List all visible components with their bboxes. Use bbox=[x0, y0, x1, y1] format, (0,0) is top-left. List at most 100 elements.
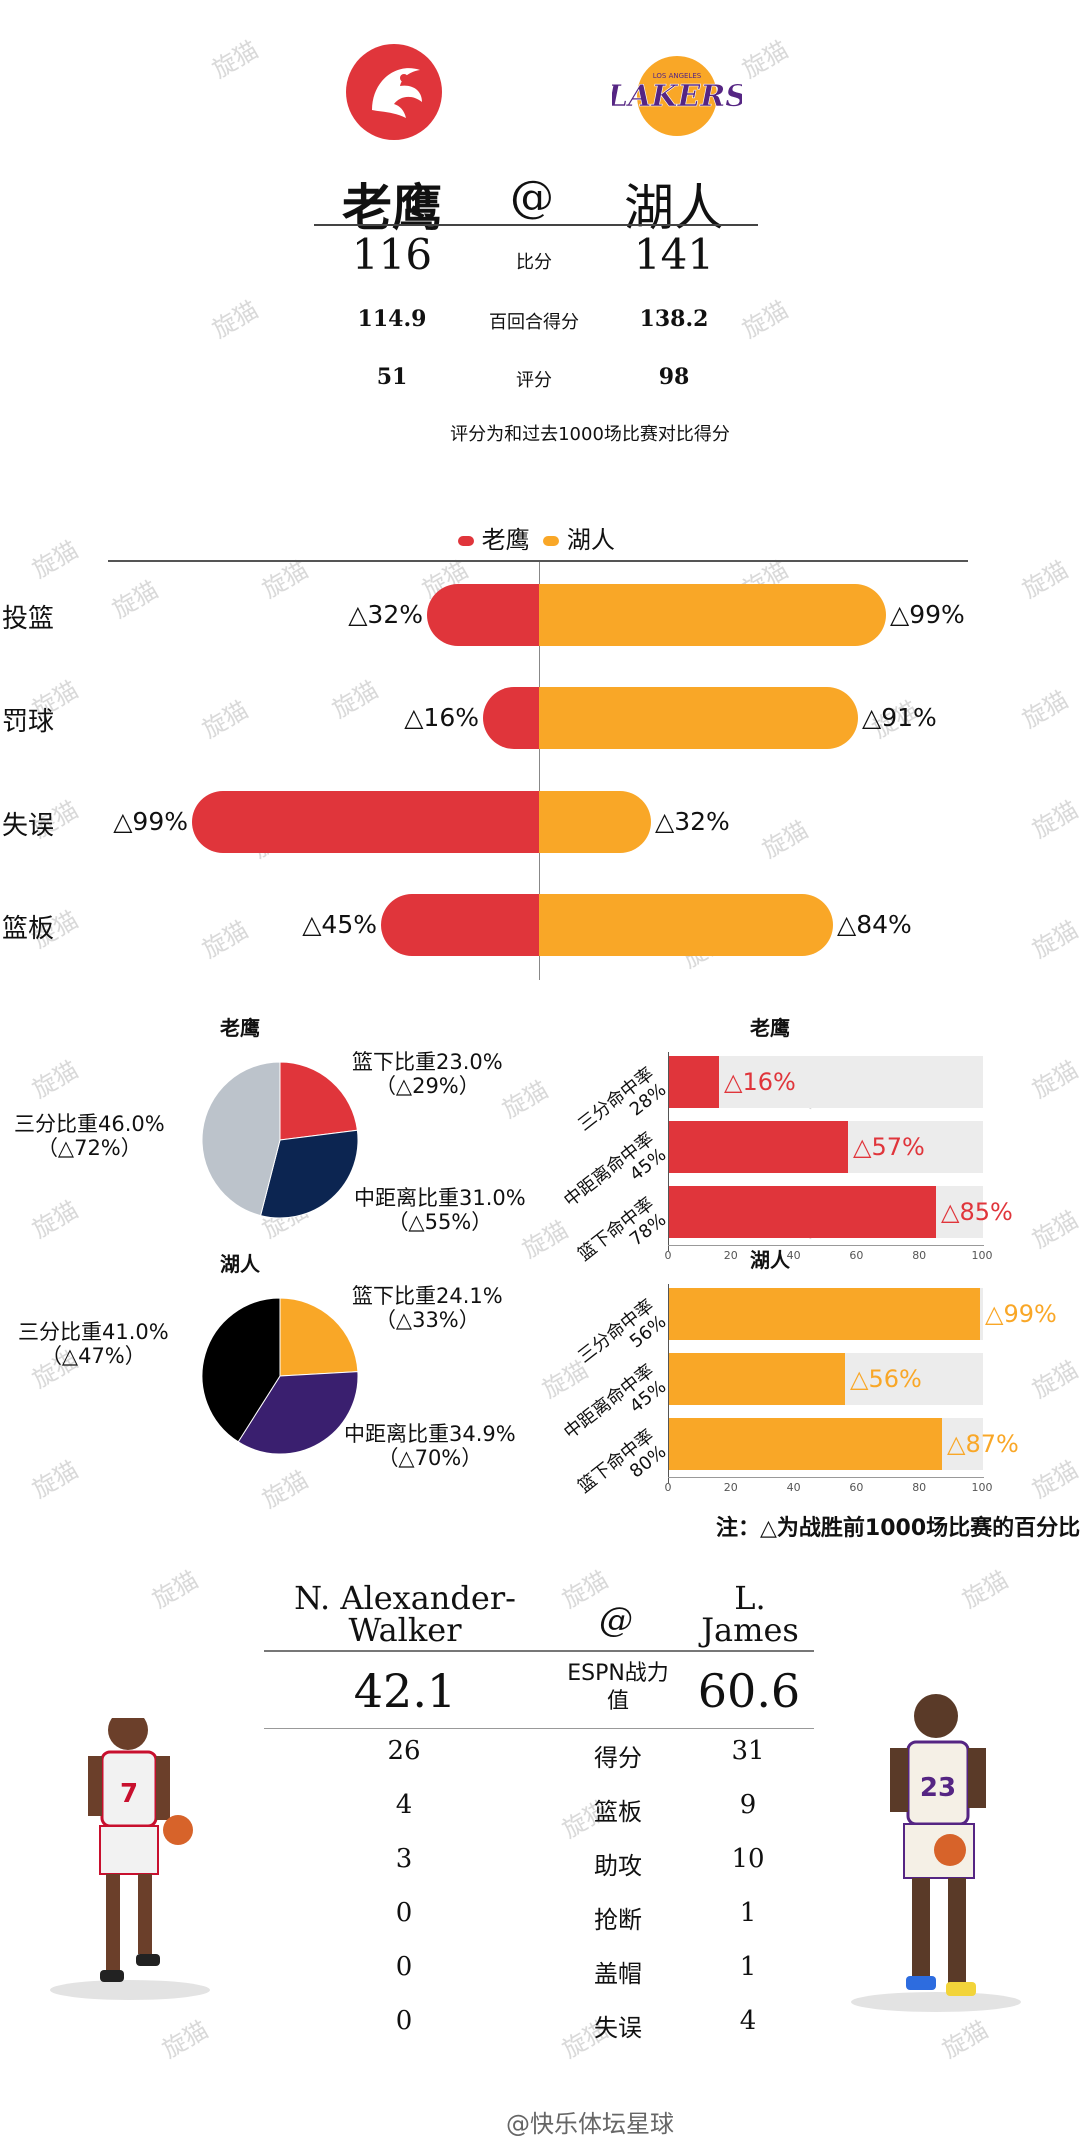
small-charts-note: 注：△为战胜前1000场比赛的百分比 bbox=[716, 1516, 1080, 1541]
lakers-logo: LAKERS LOS ANGELES bbox=[606, 48, 747, 144]
stat-label: 盖帽 bbox=[594, 1960, 642, 1988]
hbar-fill bbox=[669, 1288, 980, 1340]
hbar-fill bbox=[669, 1418, 942, 1470]
hbar-fill bbox=[669, 1121, 848, 1173]
watermark-text: 旋猫 bbox=[257, 1465, 314, 1514]
lakers-value-label: △91% bbox=[862, 703, 937, 732]
hbar-tick-label: 80 bbox=[912, 1249, 927, 1262]
pie-title: 老鹰 bbox=[220, 1016, 260, 1040]
hawks-logo bbox=[342, 40, 446, 144]
hawks-value-label: △99% bbox=[113, 807, 188, 836]
legend-swatch-lakers bbox=[543, 536, 560, 546]
left-player-stat: 4 bbox=[395, 1790, 413, 1820]
svg-text:23: 23 bbox=[920, 1773, 956, 1803]
right-player-stat: 9 bbox=[739, 1790, 757, 1820]
hbar-axis bbox=[668, 1284, 669, 1483]
left-player-stat: 0 bbox=[395, 1952, 413, 1982]
diverging-legend: 老鹰 湖人 bbox=[458, 520, 615, 555]
right-player-photo: 23 bbox=[826, 1680, 1026, 2020]
watermark-text: 旋猫 bbox=[107, 575, 164, 624]
score-left: 116 bbox=[351, 230, 433, 279]
watermark-text: 旋猫 bbox=[1027, 1055, 1080, 1104]
watermark-text: 旋猫 bbox=[757, 815, 814, 864]
hbar-tick-label: 80 bbox=[912, 1481, 927, 1494]
pie-slice-name: 中距离比重34.9% bbox=[344, 1422, 516, 1446]
pie-slice-label: 三分比重46.0% （△72%） bbox=[14, 1112, 165, 1160]
left-player-stat: 3 bbox=[395, 1844, 413, 1874]
hbar-tick-label: 20 bbox=[723, 1249, 738, 1262]
watermark-text: 旋猫 bbox=[27, 1055, 84, 1104]
player-divider-bottom bbox=[264, 1728, 814, 1729]
category-label: 失误 bbox=[2, 811, 55, 841]
hbar-title: 老鹰 bbox=[750, 1016, 790, 1040]
watermark-text: 旋猫 bbox=[1027, 1205, 1080, 1254]
pie-slice-percentile: （△70%） bbox=[377, 1446, 483, 1470]
right-player-stat: 10 bbox=[731, 1844, 765, 1874]
watermark-text: 旋猫 bbox=[27, 535, 84, 584]
rating-right: 98 bbox=[658, 364, 690, 390]
left-player-stat: 0 bbox=[395, 2006, 413, 2036]
stat-label: 失误 bbox=[594, 2014, 642, 2042]
espn-right: 60.6 bbox=[697, 1664, 801, 1718]
hbar-tick-label: 20 bbox=[723, 1481, 738, 1494]
lakers-bar bbox=[539, 687, 858, 749]
pie-slice-label: 篮下比重23.0% （△29%） bbox=[352, 1050, 503, 1098]
hbar-value-label: △87% bbox=[947, 1430, 1019, 1458]
watermark-text: 旋猫 bbox=[1027, 1455, 1080, 1504]
legend-label-lakers: 湖人 bbox=[566, 526, 615, 554]
hawks-value-label: △16% bbox=[404, 703, 479, 732]
hbar-value-label: △85% bbox=[941, 1198, 1013, 1226]
watermark-text: 旋猫 bbox=[737, 35, 794, 84]
right-player-name-line2: James bbox=[701, 1611, 799, 1649]
legend-label-hawks: 老鹰 bbox=[481, 526, 530, 554]
espn-label-line1: ESPN战力 bbox=[567, 1661, 669, 1686]
svg-text:7: 7 bbox=[120, 1779, 138, 1809]
category-label: 篮板 bbox=[2, 914, 55, 944]
right-player-name: L. James bbox=[690, 1582, 810, 1646]
watermark-text: 旋猫 bbox=[257, 555, 314, 604]
pie-slice-name: 三分比重41.0% bbox=[18, 1320, 169, 1344]
pie-slice-label: 篮下比重24.1% （△33%） bbox=[352, 1284, 503, 1332]
watermark-text: 旋猫 bbox=[957, 1565, 1014, 1614]
watermark-text: 旋猫 bbox=[1027, 1355, 1080, 1404]
header-divider bbox=[314, 224, 758, 226]
lakers-bar bbox=[539, 584, 886, 646]
right-player-stat: 4 bbox=[739, 2006, 757, 2036]
pie-slice bbox=[259, 1129, 359, 1219]
hbar-tick-label: 0 bbox=[664, 1481, 672, 1494]
score-label: 比分 bbox=[516, 252, 552, 273]
right-player-stat: 1 bbox=[739, 1952, 757, 1982]
hawks-bar bbox=[192, 791, 539, 853]
hbar-value-label: △16% bbox=[724, 1068, 796, 1096]
lakers-value-label: △32% bbox=[655, 807, 730, 836]
watermark-text: 旋猫 bbox=[1017, 555, 1074, 604]
lakers-bar bbox=[539, 894, 833, 956]
left-player-name-line2: Walker bbox=[348, 1611, 462, 1649]
rating-label: 评分 bbox=[516, 370, 552, 391]
pie-slice-label: 中距离比重34.9% （△70%） bbox=[344, 1422, 516, 1470]
hbar-value-label: △57% bbox=[853, 1133, 925, 1161]
hbar-tick-label: 40 bbox=[786, 1249, 801, 1262]
pie-slice-percentile: （△29%） bbox=[374, 1074, 480, 1098]
hbar-x-axis bbox=[668, 1245, 984, 1246]
hbar-fill bbox=[669, 1186, 936, 1238]
left-player-name: N. Alexander- Walker bbox=[290, 1582, 520, 1646]
hawks-bar bbox=[427, 584, 539, 646]
hbar-x-axis bbox=[668, 1477, 984, 1478]
pie-slice-percentile: （△55%） bbox=[387, 1210, 493, 1234]
per100-right: 138.2 bbox=[639, 306, 709, 332]
lakers-logo-small: LOS ANGELES bbox=[653, 72, 702, 80]
pie-slice bbox=[237, 1371, 359, 1455]
player-divider-top bbox=[264, 1650, 814, 1652]
stat-label: 篮板 bbox=[594, 1798, 642, 1826]
hbar-axis bbox=[668, 1052, 669, 1251]
pie-chart bbox=[201, 1061, 359, 1219]
hbar-tick-label: 100 bbox=[971, 1481, 993, 1494]
diverging-center-axis bbox=[539, 562, 540, 980]
diverging-top-line bbox=[108, 560, 968, 562]
espn-label: ESPN战力 值 bbox=[558, 1660, 678, 1716]
left-player-stat: 0 bbox=[395, 1898, 413, 1928]
watermark-text: 旋猫 bbox=[197, 695, 254, 744]
pie-slice-percentile: （△72%） bbox=[36, 1136, 142, 1160]
watermark-text: 旋猫 bbox=[207, 35, 264, 84]
